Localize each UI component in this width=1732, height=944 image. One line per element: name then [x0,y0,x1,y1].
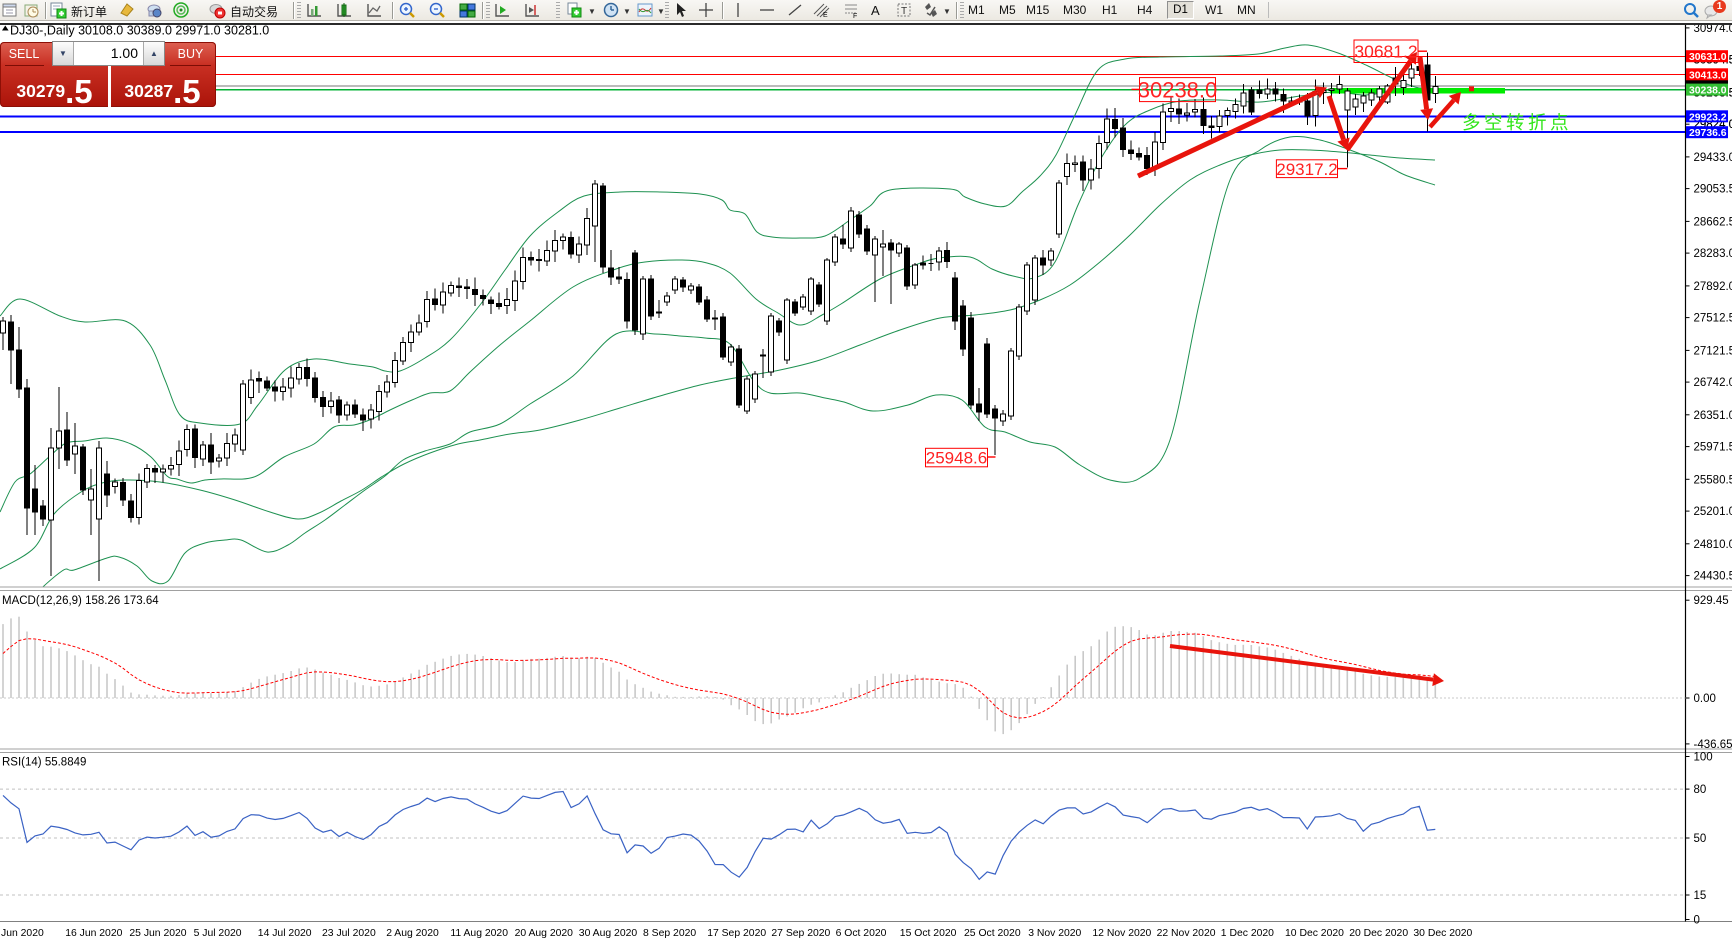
svg-text:Jun 2020: Jun 2020 [1,928,44,939]
svg-text:929.45: 929.45 [1694,595,1729,607]
svg-text:23 Jul 2020: 23 Jul 2020 [322,928,376,939]
svg-text:50: 50 [1694,833,1707,845]
svg-text:DJ30-,Daily 30108.0 30389.0 2: DJ30-,Daily 30108.0 30389.0 29971.0 3028… [10,24,269,38]
svg-text:0: 0 [1694,915,1700,927]
svg-text:0.00: 0.00 [1694,693,1716,705]
svg-text:10 Dec 2020: 10 Dec 2020 [1285,928,1344,939]
svg-text:30974.0: 30974.0 [1694,23,1732,35]
svg-text:100: 100 [1694,752,1713,764]
svg-text:15: 15 [1694,890,1707,902]
svg-text:16 Jun 2020: 16 Jun 2020 [65,928,122,939]
svg-text:30 Aug 2020: 30 Aug 2020 [579,928,638,939]
svg-text:多空转折点: 多空转折点 [1462,112,1572,133]
svg-text:20 Aug 2020: 20 Aug 2020 [515,928,574,939]
svg-text:28662.5: 28662.5 [1694,216,1732,228]
svg-text:RSI(14) 55.8849: RSI(14) 55.8849 [2,757,86,769]
svg-text:F: F [853,13,857,20]
svg-text:14 Jul 2020: 14 Jul 2020 [258,928,312,939]
svg-text:80: 80 [1694,784,1707,796]
svg-text:22 Nov 2020: 22 Nov 2020 [1157,928,1216,939]
svg-text:15 Oct 2020: 15 Oct 2020 [900,928,957,939]
svg-text:27121.5: 27121.5 [1694,345,1732,357]
svg-text:27 Sep 2020: 27 Sep 2020 [771,928,830,939]
svg-text:29433.0: 29433.0 [1694,152,1732,164]
svg-text:5 Jul 2020: 5 Jul 2020 [194,928,242,939]
svg-text:29317.2: 29317.2 [1276,160,1337,179]
svg-text:17 Sep 2020: 17 Sep 2020 [707,928,766,939]
svg-text:24430.5: 24430.5 [1694,571,1732,583]
svg-text:-436.65: -436.65 [1694,739,1732,751]
svg-text:30 Dec 2020: 30 Dec 2020 [1413,928,1472,939]
svg-text:T: T [901,6,907,17]
svg-text:26742.0: 26742.0 [1694,377,1732,389]
svg-text:8 Sep 2020: 8 Sep 2020 [643,928,696,939]
svg-text:2 Aug 2020: 2 Aug 2020 [386,928,439,939]
svg-text:25201.0: 25201.0 [1694,506,1732,518]
svg-text:25948.6: 25948.6 [926,449,987,468]
svg-text:30681.2: 30681.2 [1354,42,1417,62]
svg-text:20 Dec 2020: 20 Dec 2020 [1349,928,1408,939]
svg-text:6 Oct 2020: 6 Oct 2020 [836,928,887,939]
svg-text:27892.0: 27892.0 [1694,281,1732,293]
svg-text:1 Dec 2020: 1 Dec 2020 [1221,928,1274,939]
svg-text:30631.0: 30631.0 [1689,52,1727,63]
svg-text:25580.5: 25580.5 [1694,474,1732,486]
svg-text:28283.0: 28283.0 [1694,248,1732,260]
svg-text:25 Jun 2020: 25 Jun 2020 [129,928,186,939]
svg-text:11 Aug 2020: 11 Aug 2020 [450,928,508,939]
svg-text:24810.0: 24810.0 [1694,539,1732,551]
svg-text:29736.6: 29736.6 [1689,128,1727,139]
svg-text:26351.0: 26351.0 [1694,410,1732,422]
svg-text:29923.2: 29923.2 [1689,112,1727,123]
svg-text:3 Nov 2020: 3 Nov 2020 [1028,928,1081,939]
svg-text:25971.5: 25971.5 [1694,442,1732,454]
svg-text:27512.5: 27512.5 [1694,313,1732,325]
svg-text:30238.0: 30238.0 [1138,78,1218,103]
svg-text:MACD(12,26,9) 158.26 173.64: MACD(12,26,9) 158.26 173.64 [2,595,159,607]
svg-text:12 Nov 2020: 12 Nov 2020 [1092,928,1151,939]
svg-text:30238.0: 30238.0 [1689,86,1727,97]
svg-text:29053.5: 29053.5 [1694,184,1732,196]
svg-text:25 Oct 2020: 25 Oct 2020 [964,928,1021,939]
svg-text:30413.0: 30413.0 [1689,70,1727,81]
svg-text:E: E [823,12,828,19]
